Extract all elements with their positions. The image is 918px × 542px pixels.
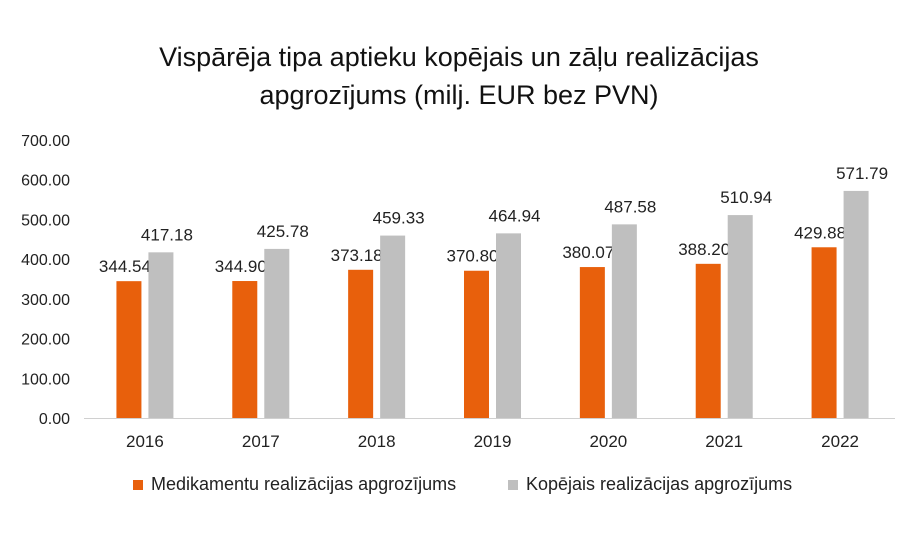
x-tick-label: 2016 bbox=[126, 432, 164, 451]
data-label: 487.58 bbox=[604, 197, 656, 216]
bar-kopejais bbox=[611, 224, 637, 418]
bar-kopejais bbox=[264, 248, 290, 418]
chart-title: Vispārēja tipa aptieku kopējais un zāļu … bbox=[0, 38, 918, 114]
legend-swatch-medikamentu bbox=[133, 479, 143, 490]
data-label: 459.33 bbox=[373, 209, 425, 228]
bar-kopejais bbox=[496, 233, 521, 418]
bar-medikamentu bbox=[811, 247, 837, 418]
chart-title-line-2: apgrozījums (milj. EUR bez PVN) bbox=[259, 80, 659, 110]
bar-kopejais bbox=[727, 215, 753, 418]
data-label: 429.88 bbox=[794, 223, 846, 242]
bar-medikamentu bbox=[116, 281, 142, 418]
x-tick-label: 2020 bbox=[589, 432, 627, 451]
data-label: 417.18 bbox=[141, 225, 193, 244]
data-label: 510.94 bbox=[720, 188, 772, 207]
x-tick-label: 2017 bbox=[242, 432, 280, 451]
chart-title-line-1: Vispārēja tipa aptieku kopējais un zāļu … bbox=[159, 42, 759, 72]
legend-label-kopejais: Kopējais realizācijas apgrozījums bbox=[526, 474, 793, 494]
legend-label-medikamentu: Medikamentu realizācijas apgrozījums bbox=[151, 474, 457, 494]
bar-kopejais bbox=[380, 235, 406, 418]
y-tick-label: 400.00 bbox=[21, 252, 70, 269]
chart-legend: Medikamentu realizācijas apgrozījums Kop… bbox=[0, 474, 918, 504]
legend-item-medikamentu: Medikamentu realizācijas apgrozījums bbox=[133, 474, 456, 495]
bar-medikamentu bbox=[232, 281, 258, 418]
x-tick-label: 2018 bbox=[358, 432, 396, 451]
y-tick-label: 0.00 bbox=[39, 411, 70, 428]
data-label: 464.94 bbox=[489, 206, 541, 225]
bar-kopejais bbox=[148, 252, 174, 418]
y-tick-label: 500.00 bbox=[21, 212, 70, 229]
data-label: 571.79 bbox=[836, 164, 888, 183]
y-tick-label: 700.00 bbox=[21, 133, 70, 150]
data-label: 373.18 bbox=[331, 246, 383, 265]
legend-item-kopejais: Kopējais realizācijas apgrozījums bbox=[508, 474, 792, 495]
x-tick-label: 2022 bbox=[821, 432, 859, 451]
data-label: 370.80 bbox=[447, 247, 499, 266]
legend-swatch-kopejais bbox=[508, 479, 518, 490]
bar-medikamentu bbox=[348, 269, 374, 418]
data-label: 380.07 bbox=[562, 243, 614, 262]
x-tick-label: 2019 bbox=[474, 432, 512, 451]
bar-medikamentu bbox=[579, 267, 605, 418]
bar-kopejais bbox=[843, 190, 869, 418]
y-tick-label: 300.00 bbox=[21, 292, 70, 309]
data-label: 344.90 bbox=[215, 257, 267, 276]
data-label: 344.54 bbox=[99, 257, 151, 276]
y-tick-label: 200.00 bbox=[21, 332, 70, 349]
data-label: 388.20 bbox=[678, 240, 730, 259]
y-tick-label: 600.00 bbox=[21, 173, 70, 190]
bar-medikamentu bbox=[695, 263, 721, 418]
bar-medikamentu bbox=[464, 270, 489, 418]
y-tick-label: 100.00 bbox=[21, 371, 70, 388]
x-tick-label: 2021 bbox=[705, 432, 743, 451]
data-label: 425.78 bbox=[257, 222, 309, 241]
